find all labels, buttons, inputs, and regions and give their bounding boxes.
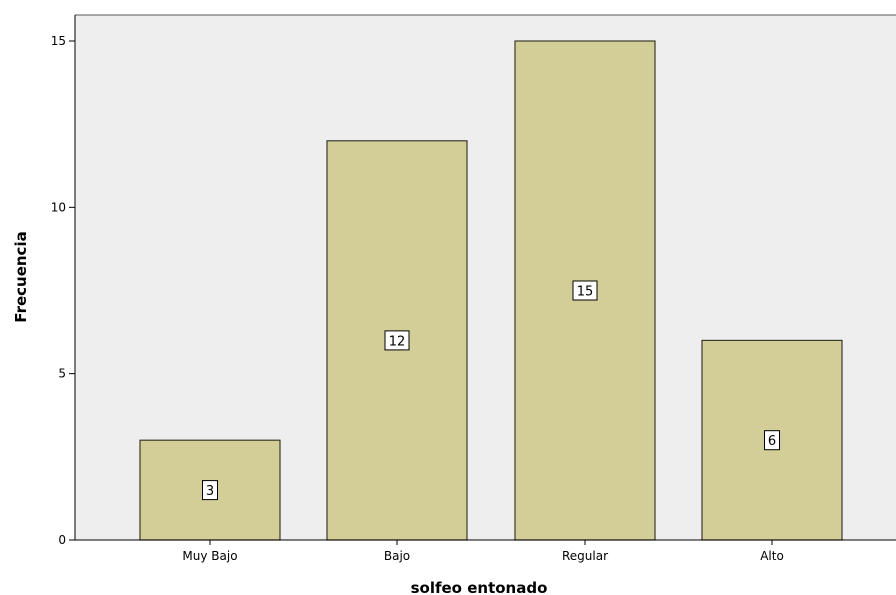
x-tick-label: Bajo — [384, 549, 410, 563]
y-axis: 0 5 10 15 — [51, 14, 896, 547]
x-axis-title: solfeo entonado — [411, 579, 548, 595]
data-label: 12 — [389, 334, 406, 349]
data-label-box — [202, 480, 218, 501]
x-axis: Muy Bajo Bajo Regular Alto — [75, 539, 896, 563]
data-label-box — [384, 330, 410, 351]
data-labels-layer: 3 12 15 6 — [202, 280, 780, 501]
x-tick-label: Alto — [760, 549, 784, 563]
x-tick-label: Muy Bajo — [182, 549, 237, 563]
y-tick-label: 10 — [51, 200, 66, 214]
y-tick-label: 0 — [58, 533, 66, 547]
x-tick-label: Regular — [562, 549, 608, 563]
data-label: 6 — [768, 434, 776, 449]
y-axis-title: Frecuencia — [12, 231, 30, 322]
data-label-box — [572, 280, 598, 301]
data-label: 15 — [577, 285, 594, 300]
y-tick-label: 15 — [51, 34, 66, 48]
data-label-box — [764, 430, 780, 451]
y-tick-label: 5 — [58, 367, 66, 381]
data-label: 3 — [206, 484, 214, 499]
